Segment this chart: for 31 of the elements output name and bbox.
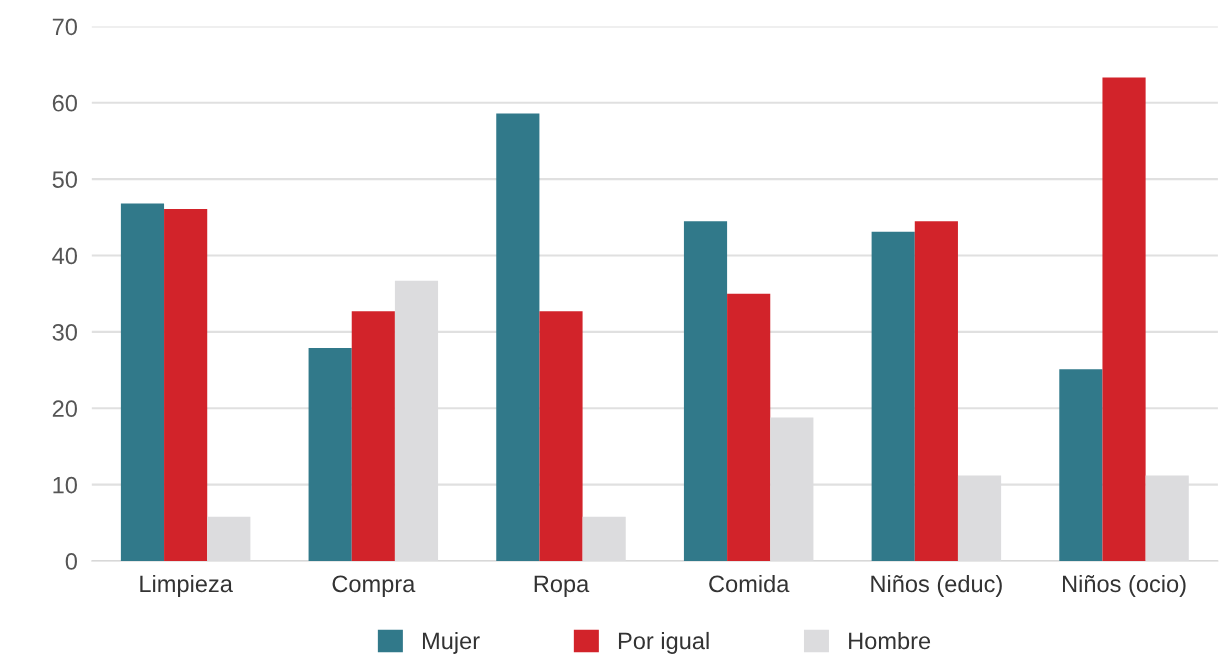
bar [120, 203, 165, 561]
y-tick-label: 50 [52, 171, 77, 188]
legend-label: Hombre [849, 631, 931, 650]
y-tick-label: 40 [52, 247, 77, 265]
bar [871, 231, 915, 561]
bar [683, 221, 728, 561]
y-tick-label: 60 [52, 94, 77, 112]
bar [308, 347, 352, 561]
y-tick-label: 30 [52, 323, 77, 341]
bar [496, 113, 540, 561]
bar [164, 208, 208, 561]
y-tick-label: 10 [53, 476, 77, 494]
bar [1102, 77, 1146, 561]
bar [539, 311, 583, 561]
bar [727, 293, 771, 561]
y-tick-label: 20 [52, 400, 77, 418]
y-tick-label: 70 [52, 18, 77, 36]
bar [207, 516, 251, 561]
y-tick-label: 0 [65, 553, 77, 570]
bar [351, 311, 395, 561]
x-tick-label: Ropa [534, 575, 590, 597]
bar [914, 221, 958, 561]
legend-label: Por igual [618, 631, 709, 654]
bar [1059, 369, 1103, 561]
x-tick-label: Compra [332, 575, 416, 597]
bar [582, 516, 626, 561]
legend-label: Mujer [422, 631, 480, 654]
x-tick-label: Comida [709, 574, 790, 593]
x-tick-label: Niños (ocio) [1063, 574, 1186, 597]
x-tick-label: Niños (educ) [871, 574, 1002, 597]
x-tick-label: Limpieza [140, 574, 233, 597]
